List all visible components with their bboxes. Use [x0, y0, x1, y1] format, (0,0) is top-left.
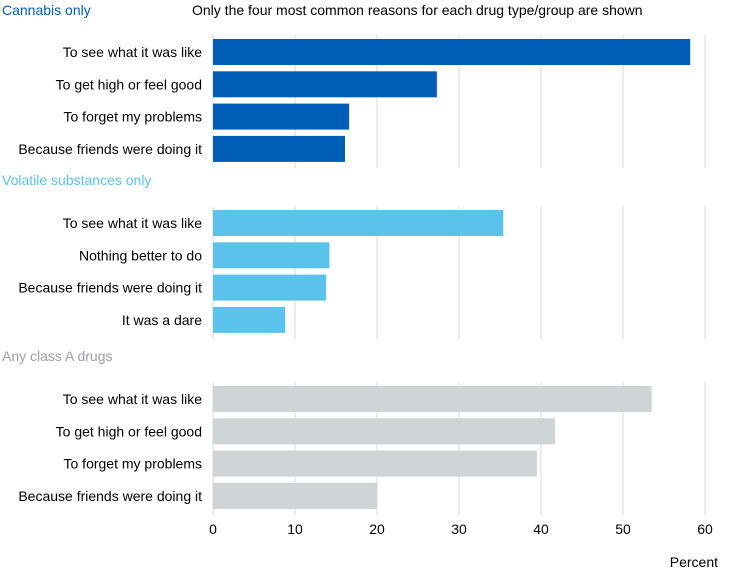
category-label: To get high or feel good: [56, 423, 202, 439]
category-label: To get high or feel good: [56, 76, 202, 92]
bar: [213, 39, 691, 65]
bar: [213, 135, 346, 162]
bar: [213, 306, 286, 333]
category-label: To see what it was like: [63, 44, 202, 60]
x-tick-label: 20: [369, 521, 385, 537]
x-tick-label: 60: [697, 521, 713, 537]
bar: [213, 450, 537, 477]
category-label: To forget my problems: [64, 456, 203, 472]
x-tick-label: 30: [451, 521, 467, 537]
x-tick-label: 40: [533, 521, 549, 537]
panel-title: Any class A drugs: [2, 348, 113, 364]
bar: [213, 274, 327, 301]
bar: [213, 103, 350, 130]
panel: Volatile substances only To see what it w…: [2, 172, 504, 333]
panel-title: Cannabis only: [2, 2, 91, 18]
category-label: It was a dare: [122, 312, 202, 328]
panel: Any class A drugs To see what it was like…: [2, 348, 652, 509]
x-axis-label: Percent: [670, 554, 718, 570]
category-label: Because friends were doing it: [18, 280, 202, 296]
category-label: To see what it was like: [63, 215, 202, 231]
x-axis-ticks: 0 10 20 30 40 50 60: [209, 521, 713, 537]
panels: Cannabis only To see what it was like To g…: [2, 2, 691, 509]
panel: Cannabis only To see what it was like To g…: [2, 2, 691, 162]
x-tick-label: 0: [209, 521, 217, 537]
category-label: Because friends were doing it: [18, 488, 202, 504]
chart-note: Only the four most common reasons for ea…: [192, 2, 643, 18]
bar: [213, 71, 437, 98]
bar: [213, 386, 652, 412]
panel-title: Volatile substances only: [2, 172, 151, 188]
x-tick-label: 10: [287, 521, 303, 537]
category-label: Because friends were doing it: [18, 141, 202, 157]
bar: [213, 418, 555, 445]
x-tick-label: 50: [615, 521, 631, 537]
category-label: To forget my problems: [64, 109, 203, 125]
category-label: Nothing better to do: [79, 247, 202, 263]
bar: [213, 482, 377, 509]
bar: [213, 242, 330, 269]
category-label: To see what it was like: [63, 391, 202, 407]
bar: [213, 210, 504, 236]
